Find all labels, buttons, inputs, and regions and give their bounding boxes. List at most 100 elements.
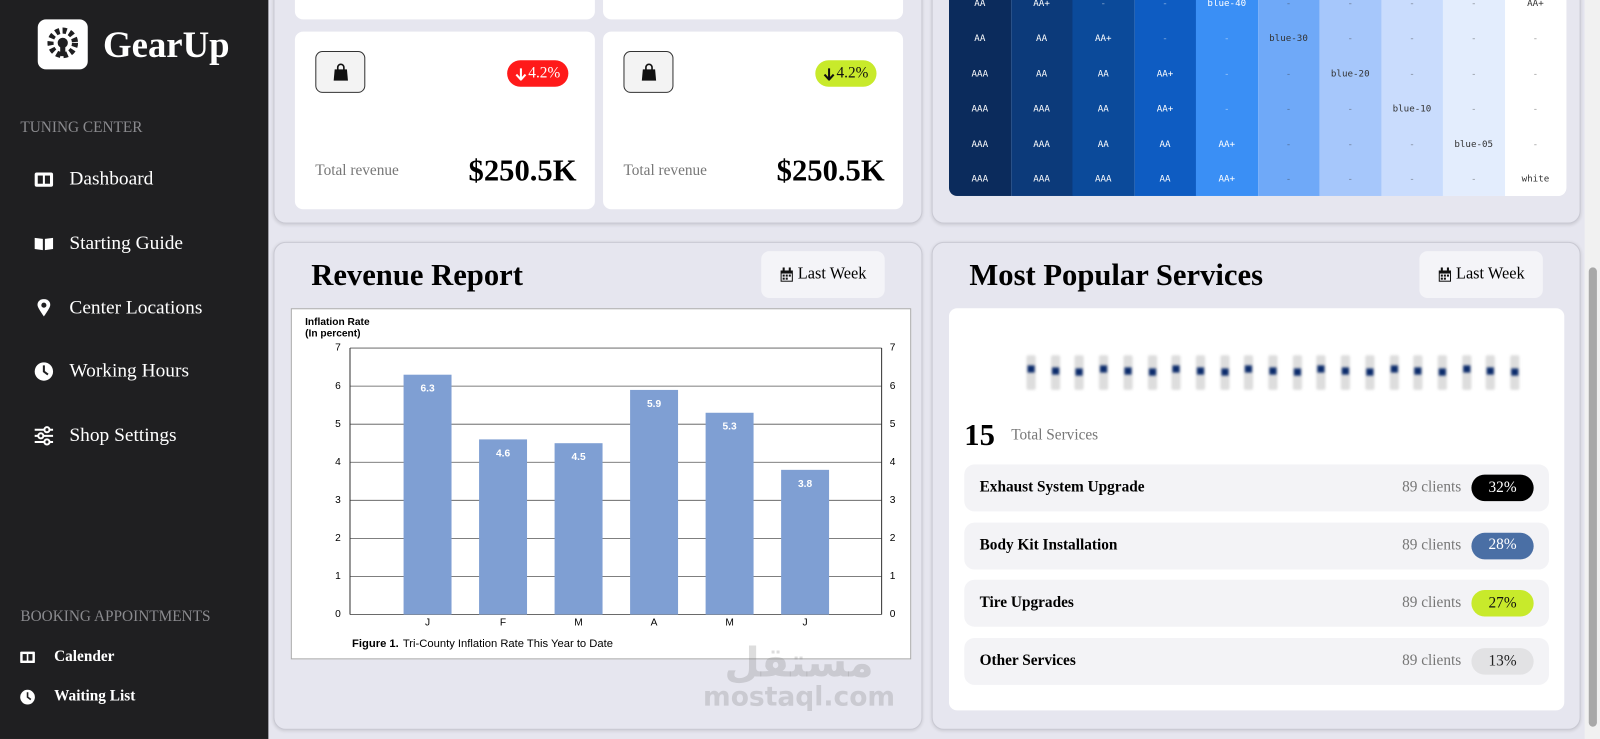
stats-panel: 4.2% Total revenue $250.5K 4.2% Total revenu… [273, 0, 923, 224]
services-card: 15 Total Services Exhaust System Upgrade… [948, 308, 1565, 711]
service-share: 13% [1471, 648, 1534, 675]
strip-dot [1390, 365, 1398, 373]
service-name: Body Kit Installation [979, 537, 1118, 554]
services-strip [1026, 355, 1527, 390]
table-cell: AA+ [1218, 174, 1236, 185]
nav-item[interactable]: Starting Guide [69, 232, 184, 254]
strip-bar [1365, 355, 1375, 390]
nav-icon [37, 298, 51, 317]
table-cell: - [1347, 0, 1354, 10]
caption-text: Tri-County Inflation Rate This Year to D… [403, 638, 613, 650]
strip-dot [1221, 368, 1229, 376]
table-cell: - [1162, 0, 1168, 10]
bar [781, 469, 830, 615]
table-cell: - [1409, 69, 1415, 80]
service-item[interactable]: Other Services 89 clients 13% [964, 638, 1549, 685]
strip-dot [1027, 365, 1035, 373]
calendar-icon [780, 266, 793, 282]
strip-bar [1123, 355, 1133, 390]
strip-dot [1366, 368, 1374, 376]
color-swatch [1442, 0, 1506, 196]
table-cell: - [1285, 69, 1292, 80]
strip-dot [1487, 366, 1495, 375]
bar [479, 439, 528, 615]
data-label: 3.8 [798, 479, 812, 490]
nav-item[interactable]: Working Hours [69, 360, 189, 383]
table-cell: - [1347, 34, 1354, 45]
x-tick-label: J [803, 617, 808, 628]
scrollbar-thumb[interactable] [1588, 267, 1597, 727]
data-label: 6.3 [420, 384, 434, 395]
trend-badge: 4.2% [506, 60, 569, 87]
table-cell: - [1409, 139, 1415, 150]
y-tick-label: 6 [335, 381, 341, 392]
table-cell: - [1224, 34, 1230, 45]
watermark-arabic: مستقل [724, 639, 874, 687]
table-cell: - [1470, 174, 1477, 185]
service-item[interactable]: Tire Upgrades 89 clients 27% [964, 580, 1549, 628]
x-tick-label: A [651, 617, 658, 628]
strip-bar [1050, 355, 1060, 390]
bar [705, 412, 754, 615]
y2-tick-label: 7 [890, 343, 896, 354]
panel-title: Revenue Report [311, 258, 523, 292]
badge-value: 4.2% [836, 64, 869, 82]
service-clients: 89 clients [1402, 594, 1462, 612]
x-tick-label: F [500, 617, 506, 628]
strip-bar [1292, 355, 1302, 390]
icon-button[interactable] [315, 51, 366, 93]
y2-tick-label: 5 [890, 419, 896, 430]
strip-bar [1074, 355, 1085, 390]
strip-bar [1413, 355, 1423, 390]
icon-button[interactable] [623, 51, 674, 93]
logo[interactable] [37, 19, 88, 70]
service-item[interactable]: Body Kit Installation 89 clients 28% [964, 522, 1549, 570]
nav-item[interactable]: Dashboard [69, 168, 154, 190]
strip-bar [1340, 355, 1351, 390]
bar [403, 374, 452, 615]
x-tick-label: J [425, 617, 430, 628]
table-cell: AAA [971, 69, 989, 80]
panel-title: Most Popular Services [969, 258, 1264, 292]
strip-dot [1317, 365, 1325, 373]
period-button[interactable]: Last Week [761, 251, 885, 299]
color-swatch [948, 0, 1012, 196]
table-cell: - [1532, 104, 1539, 115]
nav-item[interactable]: Calender [54, 648, 115, 665]
table-cell: - [1285, 104, 1292, 115]
y-tick-label: 2 [335, 533, 341, 544]
table-cell: - [1470, 0, 1477, 10]
strip-dot [1100, 365, 1108, 373]
stat-card-partial [603, 0, 904, 20]
strip-bar [1437, 355, 1447, 390]
nav-icon [20, 651, 35, 664]
table-cell: AA [1097, 69, 1109, 80]
table-cell: - [1409, 0, 1415, 10]
data-label: 5.3 [723, 422, 737, 433]
bag-icon [333, 63, 348, 81]
bar [630, 389, 679, 615]
strip-dot [1196, 366, 1204, 375]
strip-bar [1510, 355, 1520, 390]
strip-dot [1462, 365, 1470, 373]
nav-icon [34, 362, 54, 382]
stat-card-partial [294, 0, 595, 20]
table-cell: - [1347, 104, 1354, 115]
nav-item[interactable]: Shop Settings [69, 424, 177, 447]
chart-caption: Figure 1. Tri-County Inflation Rate This … [352, 638, 613, 650]
y2-tick-label: 2 [890, 533, 896, 544]
watermark-latin: mostaql.com [703, 681, 896, 713]
nav-item[interactable]: Center Locations [69, 296, 203, 319]
table-cell: blue-05 [1454, 139, 1494, 150]
service-item[interactable]: Exhaust System Upgrade 89 clients 32% [964, 464, 1549, 512]
caption-label: Figure 1. [352, 638, 399, 650]
section-label: TUNING CENTER [20, 119, 143, 137]
chart-title: Inflation Rate [305, 317, 370, 328]
table-cell: AA [1097, 104, 1109, 115]
table-cell: AAA [1033, 104, 1050, 115]
nav-item[interactable]: Waiting List [54, 688, 136, 705]
period-button[interactable]: Last Week [1419, 251, 1543, 299]
scrollbar[interactable] [1584, 0, 1600, 739]
table-cell: AA+ [1527, 0, 1544, 10]
